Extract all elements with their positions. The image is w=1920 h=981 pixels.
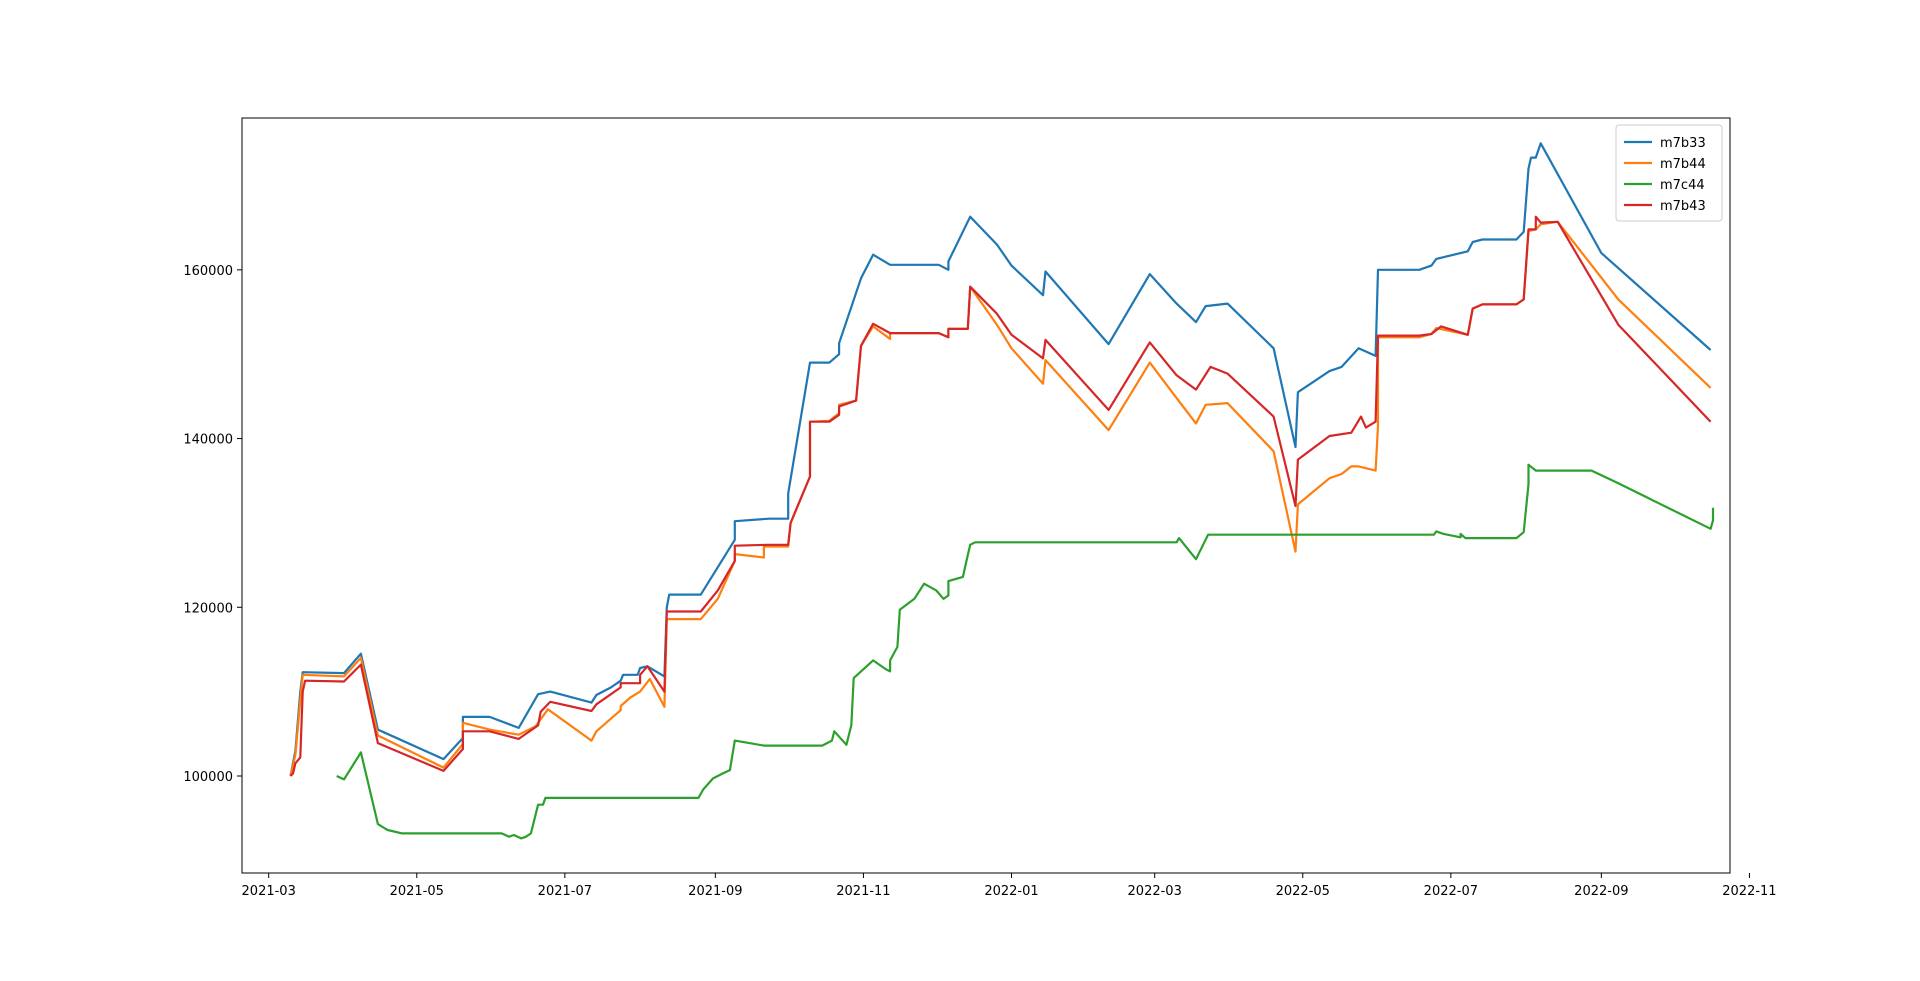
- legend: m7b33 m7b44 m7c44 m7b43: [1615, 124, 1723, 222]
- x-tick-label: 2022-05: [1276, 884, 1330, 899]
- series-lines: [289, 142, 1715, 840]
- y-axis: 100000 120000 140000 160000: [183, 264, 242, 785]
- series-line-m7b43: [289, 215, 1712, 777]
- plot-frame: [241, 117, 1731, 874]
- series-line-m7b44: [289, 220, 1712, 777]
- legend-box: [1615, 124, 1723, 222]
- series-line-m7b33: [289, 142, 1712, 777]
- legend-label-m7b43: m7b43: [1660, 199, 1706, 214]
- x-tick-label: 2022-01: [984, 884, 1038, 899]
- y-tick-label: 160000: [183, 264, 233, 279]
- y-tick-label: 120000: [183, 601, 233, 616]
- y-tick-label: 100000: [183, 770, 233, 785]
- x-tick-label: 2021-03: [242, 884, 296, 899]
- series-line-m7c44: [336, 463, 1715, 840]
- x-tick-label: 2022-07: [1424, 884, 1478, 899]
- legend-label-m7b33: m7b33: [1660, 136, 1706, 151]
- x-tick-label: 2021-05: [390, 884, 444, 899]
- legend-label-m7c44: m7c44: [1660, 178, 1705, 193]
- y-tick-label: 140000: [183, 433, 233, 448]
- x-tick-label: 2021-11: [836, 884, 890, 899]
- x-tick-label: 2022-03: [1128, 884, 1182, 899]
- legend-label-m7b44: m7b44: [1660, 157, 1706, 172]
- x-axis: 2021-03 2021-05 2021-07 2021-09 2021-11 2022-…: [242, 873, 1777, 899]
- x-tick-label: 2022-11: [1722, 884, 1776, 899]
- x-tick-label: 2021-07: [538, 884, 592, 899]
- x-tick-label: 2022-09: [1574, 884, 1628, 899]
- x-tick-label: 2021-09: [688, 884, 742, 899]
